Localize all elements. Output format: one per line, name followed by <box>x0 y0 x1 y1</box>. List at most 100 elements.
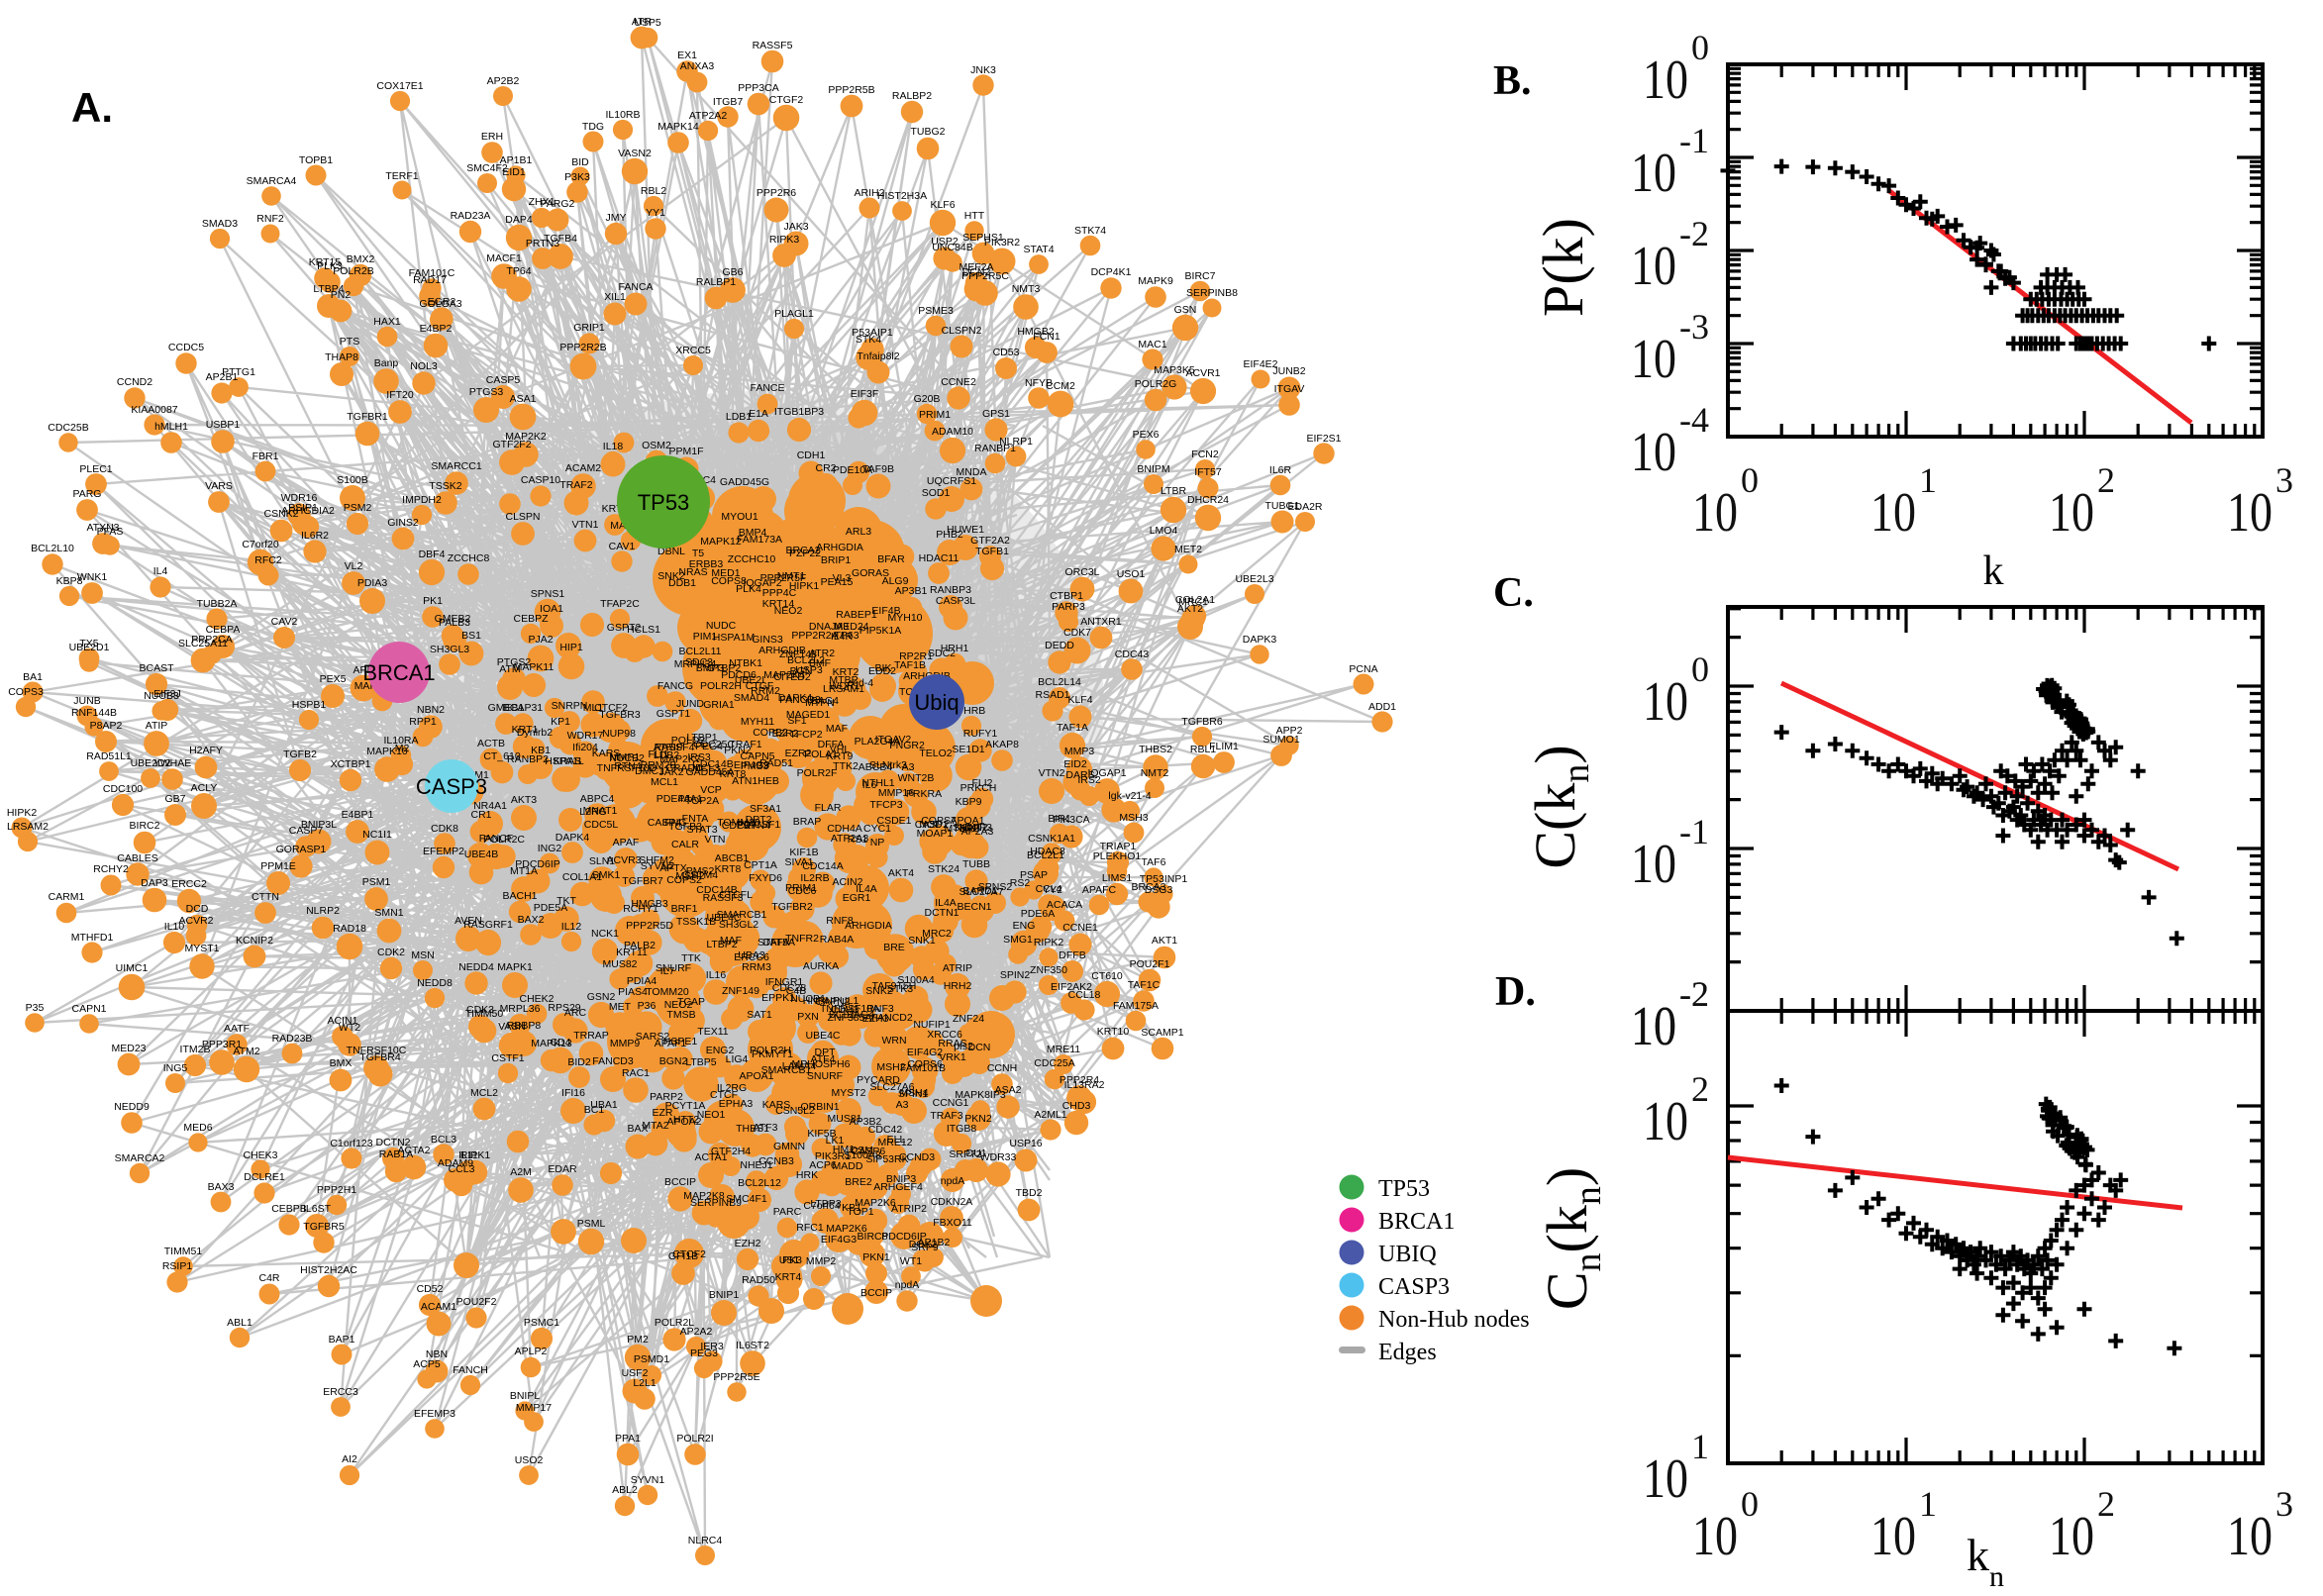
svg-text:PZP22: PZP22 <box>789 548 821 559</box>
svg-text:KLF4: KLF4 <box>1067 694 1092 706</box>
svg-text:ENG: ENG <box>1013 920 1036 932</box>
svg-text:VTN2: VTN2 <box>1039 767 1065 779</box>
svg-text:PPP2R4: PPP2R4 <box>1060 1074 1099 1086</box>
svg-text:SNURF: SNURF <box>656 962 691 974</box>
svg-text:RAB4A: RAB4A <box>820 934 854 946</box>
svg-text:C(kn): C(kn) <box>1523 745 1597 868</box>
svg-text:CAPN2: CAPN2 <box>815 996 850 1008</box>
svg-text:TAF1A: TAF1A <box>1057 722 1088 734</box>
svg-text:SLC27A6: SLC27A6 <box>870 1081 915 1093</box>
svg-text:STAT4: STAT4 <box>1023 244 1054 255</box>
svg-text:HNRNPUL1: HNRNPUL1 <box>803 995 859 1007</box>
svg-text:DAP4: DAP4 <box>505 214 533 226</box>
svg-text:PRIM1: PRIM1 <box>785 882 817 894</box>
svg-text:SF1: SF1 <box>787 715 806 727</box>
svg-text:P36: P36 <box>638 1000 656 1012</box>
svg-text:TFAP2C: TFAP2C <box>600 598 640 610</box>
svg-text:2: 2 <box>2097 460 2115 500</box>
svg-text:ZHX1: ZHX1 <box>529 196 556 208</box>
svg-text:ACVR2: ACVR2 <box>178 915 213 927</box>
svg-text:3: 3 <box>2275 460 2293 500</box>
svg-text:MSH3: MSH3 <box>1119 812 1148 824</box>
svg-text:AI2: AI2 <box>342 1453 357 1465</box>
svg-text:CEBPA: CEBPA <box>206 624 241 636</box>
svg-text:SDC3: SDC3 <box>685 656 713 668</box>
svg-text:KRT8: KRT8 <box>715 863 742 875</box>
svg-text:S100B: S100B <box>337 474 368 486</box>
svg-text:JUND: JUND <box>676 698 704 710</box>
svg-text:RABEP1: RABEP1 <box>836 609 877 621</box>
svg-text:RP2R1: RP2R1 <box>899 650 933 662</box>
svg-text:VARS: VARS <box>205 480 233 492</box>
svg-text:TCAP: TCAP <box>677 996 705 1008</box>
svg-text:SPNS1: SPNS1 <box>531 588 565 600</box>
svg-text:ERCC3: ERCC3 <box>323 1386 358 1398</box>
svg-text:SYVN2: SYVN2 <box>641 860 675 872</box>
svg-text:CRADD: CRADD <box>665 762 703 774</box>
svg-text:MAPK13: MAPK13 <box>531 1038 572 1049</box>
svg-text:AP3B1: AP3B1 <box>895 585 928 597</box>
svg-text:FANCD3: FANCD3 <box>779 694 821 706</box>
svg-text:PRIM1: PRIM1 <box>919 409 951 421</box>
svg-text:ATP2A3: ATP2A3 <box>831 833 868 845</box>
svg-text:EDA2R: EDA2R <box>1287 501 1322 513</box>
svg-text:CDK7: CDK7 <box>1063 627 1091 639</box>
svg-text:POLR2H: POLR2H <box>700 680 742 692</box>
svg-text:ITM2B: ITM2B <box>180 1044 211 1055</box>
svg-text:TSSK1B: TSSK1B <box>676 916 716 928</box>
svg-text:IL10RA: IL10RA <box>383 735 418 747</box>
svg-text:PRKRA: PRKRA <box>906 788 942 800</box>
svg-text:MAGED1: MAGED1 <box>786 709 831 721</box>
svg-text:NEDD8: NEDD8 <box>417 977 453 989</box>
svg-text:NOL3: NOL3 <box>410 360 438 372</box>
svg-text:NUCB1: NUCB1 <box>790 993 826 1005</box>
svg-text:BACH1: BACH1 <box>502 890 537 902</box>
svg-text:KRT10: KRT10 <box>1097 1026 1130 1038</box>
svg-text:VL3: VL3 <box>833 572 852 584</box>
svg-text:APAF: APAF <box>613 837 640 848</box>
svg-text:STK4: STK4 <box>856 334 881 346</box>
svg-text:THAP8: THAP8 <box>325 351 358 363</box>
svg-text:PDE10A: PDE10A <box>833 464 872 476</box>
svg-text:UBA1: UBA1 <box>590 1099 618 1111</box>
svg-text:EIF4E2: EIF4E2 <box>1243 358 1277 370</box>
svg-text:PKN2: PKN2 <box>964 1113 992 1125</box>
svg-text:IL13RA2: IL13RA2 <box>1064 1079 1105 1091</box>
svg-text:IL4A: IL4A <box>935 897 957 909</box>
svg-text:10: 10 <box>1692 1506 1738 1567</box>
svg-text:ACIN2: ACIN2 <box>833 876 863 888</box>
svg-text:SERPINB9: SERPINB9 <box>690 1197 742 1209</box>
svg-text:PSM1: PSM1 <box>362 876 391 888</box>
svg-text:APAFC: APAFC <box>1082 884 1117 896</box>
svg-text:TOMM20: TOMM20 <box>646 986 689 998</box>
svg-text:EIF2AK2: EIF2AK2 <box>1051 981 1092 993</box>
svg-text:AP3B2: AP3B2 <box>850 1116 882 1128</box>
svg-text:EIF4B: EIF4B <box>871 605 900 617</box>
svg-text:PKMYT1: PKMYT1 <box>752 1048 793 1060</box>
svg-text:WNK1: WNK1 <box>77 571 107 583</box>
svg-text:FAM101C: FAM101C <box>409 267 455 279</box>
svg-text:HTT2: HTT2 <box>673 1114 699 1126</box>
svg-text:MRE12: MRE12 <box>877 1137 912 1148</box>
svg-text:CPT1A: CPT1A <box>744 859 777 871</box>
svg-text:AP1B2: AP1B2 <box>918 1237 951 1248</box>
svg-text:hMLH1: hMLH1 <box>154 421 188 433</box>
svg-text:RAD17: RAD17 <box>413 274 447 286</box>
svg-text:IL6: IL6 <box>862 779 877 791</box>
svg-text:CD4: CD4 <box>550 1037 570 1048</box>
svg-text:GRIP1: GRIP1 <box>573 322 605 334</box>
svg-text:KIF5B: KIF5B <box>807 1128 836 1140</box>
svg-text:ARHGEF4: ARHGEF4 <box>873 1181 923 1193</box>
svg-text:CDC27: CDC27 <box>722 820 757 832</box>
svg-text:TGFBR6: TGFBR6 <box>1181 716 1223 728</box>
svg-text:CDC25B: CDC25B <box>48 422 88 434</box>
svg-text:AKT1: AKT1 <box>1152 935 1177 947</box>
svg-text:POLD2: POLD2 <box>671 735 706 747</box>
svg-text:MNAT1: MNAT1 <box>583 805 618 817</box>
svg-text:CSDE1: CSDE1 <box>876 815 911 827</box>
svg-text:ELL: ELL <box>887 1134 906 1146</box>
svg-text:-2: -2 <box>1679 214 1709 253</box>
svg-text:PIK3R2: PIK3R2 <box>984 237 1020 249</box>
svg-text:SNK1: SNK1 <box>908 935 936 947</box>
svg-text:TGFBR3: TGFBR3 <box>599 709 641 721</box>
